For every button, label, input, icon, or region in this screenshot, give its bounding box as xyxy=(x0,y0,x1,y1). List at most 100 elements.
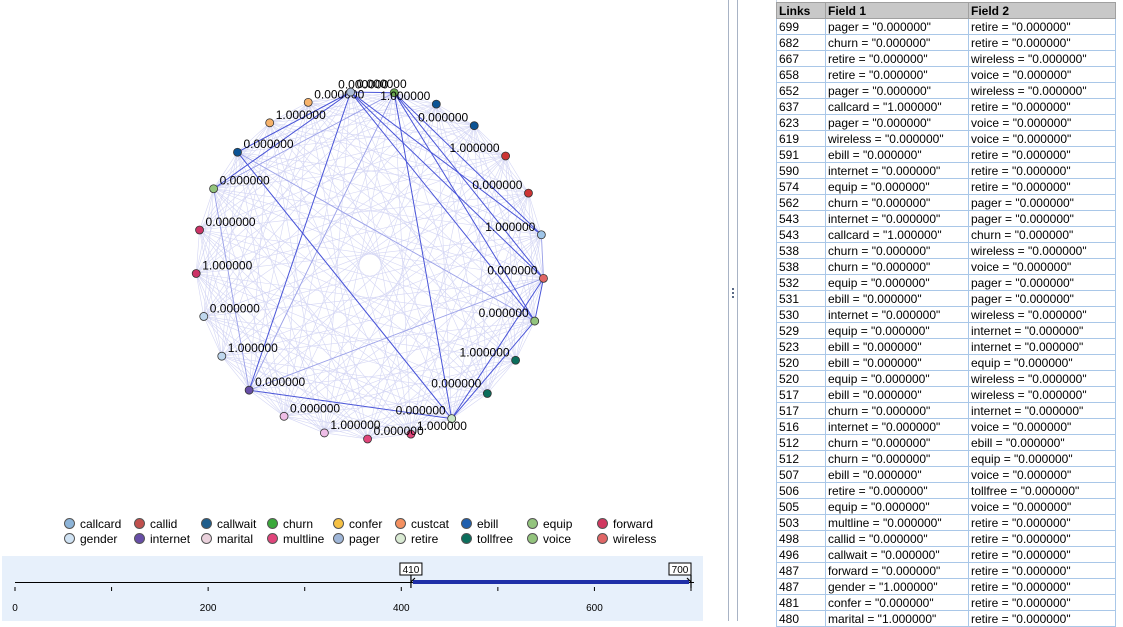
graph-node-marker[interactable] xyxy=(363,434,372,444)
table-row[interactable]: 481 confer = "0.000000" retire = "0.000000… xyxy=(776,594,1116,611)
pane-splitter[interactable] xyxy=(728,0,738,621)
table-row[interactable]: 516 internet = "0.000000" voice = "0.00000… xyxy=(776,418,1116,435)
table-row[interactable]: 532 equip = "0.000000" pager = "0.000000" xyxy=(776,274,1116,291)
graph-node-marker[interactable] xyxy=(244,385,254,395)
graph-node-marker[interactable] xyxy=(265,118,275,128)
table-row[interactable]: 498 callid = "0.000000" retire = "0.000000… xyxy=(776,530,1116,547)
graph-link-weak xyxy=(249,359,516,391)
table-row[interactable]: 517 ebill = "0.000000" wireless = "0.00000… xyxy=(776,386,1116,403)
table-row[interactable]: 531 ebill = "0.000000" pager = "0.000000" xyxy=(776,290,1116,307)
table-row[interactable]: 658 retire = "0.000000" voice = "0.000000" xyxy=(776,66,1116,83)
column-header-field-2[interactable]: Field 2 xyxy=(968,2,1116,19)
table-row[interactable]: 590 internet = "0.000000" retire = "0.0000… xyxy=(776,162,1116,179)
web-graph[interactable]: 0.0000001.0000000.0000001.0000000.000000… xyxy=(0,0,728,512)
table-row[interactable]: 543 callcard = "1.000000" churn = "0.00000… xyxy=(776,226,1116,243)
table-row[interactable]: 512 churn = "0.000000" ebill = "0.000000" xyxy=(776,434,1116,451)
graph-node-marker[interactable] xyxy=(431,99,441,109)
table-row[interactable]: 506 retire = "0.000000" tollfree = "0.0000… xyxy=(776,482,1116,499)
graph-node[interactable]: 1.000000 xyxy=(450,141,511,161)
legend-swatch xyxy=(64,533,75,544)
graph-node-marker[interactable] xyxy=(217,351,227,361)
graph-node-marker[interactable] xyxy=(191,269,201,278)
table-row[interactable]: 480 marital = "1.000000" retire = "0.00000… xyxy=(776,610,1116,627)
graph-node-marker[interactable] xyxy=(511,355,520,365)
cell-field-1: internet = "0.000000" xyxy=(825,306,969,323)
table-row[interactable]: 699 pager = "0.000000" retire = "0.000000" xyxy=(776,18,1116,35)
graph-node-marker[interactable] xyxy=(209,184,219,194)
graph-node[interactable]: 0.000000 xyxy=(431,376,492,398)
table-row[interactable]: 619 wireless = "0.000000" voice = "0.00000… xyxy=(776,130,1116,147)
table-row[interactable]: 574 equip = "0.000000" retire = "0.000000" xyxy=(776,178,1116,195)
table-row[interactable]: 562 churn = "0.000000" pager = "0.000000" xyxy=(776,194,1116,211)
graph-node-marker[interactable] xyxy=(539,273,548,283)
graph-node[interactable]: 0.000000 xyxy=(195,215,256,235)
graph-node[interactable]: 0.000000 xyxy=(346,77,407,97)
table-row[interactable]: 530 internet = "0.000000" wireless = "0.00… xyxy=(776,306,1116,323)
table-row[interactable]: 543 internet = "0.000000" pager = "0.00000… xyxy=(776,210,1116,227)
graph-node[interactable]: 0.000000 xyxy=(472,178,533,198)
table-row[interactable]: 517 churn = "0.000000" internet = "0.00000… xyxy=(776,402,1116,419)
slider-high-handle[interactable]: 700 xyxy=(668,562,692,588)
graph-node-marker[interactable] xyxy=(233,147,242,157)
column-header-field-1[interactable]: Field 1 xyxy=(825,2,969,19)
graph-node[interactable]: 0.000000 xyxy=(418,111,479,131)
graph-node[interactable]: 0.000000 xyxy=(479,306,540,326)
graph-node[interactable]: 0.000000 xyxy=(363,424,424,444)
table-row[interactable]: 487 forward = "0.000000" retire = "0.00000… xyxy=(776,562,1116,579)
table-row[interactable]: 538 churn = "0.000000" wireless = "0.00000… xyxy=(776,242,1116,259)
graph-node[interactable]: 1.000000 xyxy=(380,89,441,109)
graph-node[interactable]: 1.000000 xyxy=(319,418,381,438)
graph-node-marker[interactable] xyxy=(279,411,289,421)
table-row[interactable]: 667 retire = "0.000000" wireless = "0.0000… xyxy=(776,50,1116,67)
table-row[interactable]: 512 churn = "0.000000" equip = "0.000000" xyxy=(776,450,1116,467)
table-row[interactable]: 652 pager = "0.000000" wireless = "0.00000… xyxy=(776,82,1116,99)
graph-node[interactable]: 1.000000 xyxy=(265,108,326,128)
table-row[interactable]: 505 equip = "0.000000" voice = "0.000000" xyxy=(776,498,1116,515)
table-row[interactable]: 623 pager = "0.000000" voice = "0.000000" xyxy=(776,114,1116,131)
graph-link-weak xyxy=(203,316,368,440)
graph-node-marker[interactable] xyxy=(406,429,416,439)
graph-node[interactable]: 0.000000 xyxy=(396,404,457,424)
graph-node-marker[interactable] xyxy=(482,389,492,398)
table-row[interactable]: 529 equip = "0.000000" internet = "0.00000… xyxy=(776,322,1116,339)
column-header-links[interactable]: Links xyxy=(776,2,826,19)
legend-swatch xyxy=(461,533,472,544)
graph-node-marker[interactable] xyxy=(303,97,313,107)
graph-node[interactable]: 0.000000 xyxy=(209,174,270,194)
graph-node[interactable]: 1.000000 xyxy=(406,419,467,439)
graph-node-marker[interactable] xyxy=(469,121,479,131)
table-row[interactable]: 507 ebill = "0.000000" voice = "0.000000" xyxy=(776,466,1116,483)
table-row[interactable]: 538 churn = "0.000000" voice = "0.000000" xyxy=(776,258,1116,275)
graph-node[interactable]: 1.000000 xyxy=(460,345,520,365)
table-row[interactable]: 637 callcard = "1.000000" retire = "0.0000… xyxy=(776,98,1116,115)
table-row[interactable]: 496 callwait = "0.000000" retire = "0.0000… xyxy=(776,546,1116,563)
table-row[interactable]: 503 multline = "0.000000" retire = "0.0000… xyxy=(776,514,1116,531)
slider-low-handle[interactable]: 410 xyxy=(399,562,423,588)
table-row[interactable]: 487 gender = "1.000000" retire = "0.000000… xyxy=(776,578,1116,595)
graph-node[interactable]: 1.000000 xyxy=(485,220,546,240)
table-row[interactable]: 520 equip = "0.000000" wireless = "0.00000… xyxy=(776,370,1116,387)
graph-node-marker[interactable] xyxy=(530,316,540,326)
graph-node[interactable]: 0.000000 xyxy=(199,301,260,321)
graph-node[interactable]: 1.000000 xyxy=(217,341,278,361)
table-row[interactable]: 682 churn = "0.000000" retire = "0.000000" xyxy=(776,34,1116,51)
graph-node[interactable]: 0.000000 xyxy=(233,137,294,157)
graph-node[interactable]: 1.000000 xyxy=(191,258,253,278)
graph-node-marker[interactable] xyxy=(319,428,329,438)
table-row[interactable]: 523 ebill = "0.000000" internet = "0.00000… xyxy=(776,338,1116,355)
graph-node-marker[interactable] xyxy=(524,188,533,198)
table-row[interactable]: 591 ebill = "0.000000" retire = "0.000000" xyxy=(776,146,1116,163)
graph-node-marker[interactable] xyxy=(447,414,457,424)
graph-node[interactable]: 0.000000 xyxy=(279,401,340,421)
graph-node-marker[interactable] xyxy=(195,225,204,235)
graph-node[interactable]: 0.000000 xyxy=(487,263,548,283)
graph-node-marker[interactable] xyxy=(199,312,209,321)
graph-node-marker[interactable] xyxy=(389,88,399,98)
table-row[interactable]: 520 ebill = "0.000000" equip = "0.000000" xyxy=(776,354,1116,371)
cell-links: 637 xyxy=(776,98,826,115)
graph-node-marker[interactable] xyxy=(501,151,511,161)
graph-node[interactable]: 0.000000 xyxy=(244,375,306,395)
graph-link-weak xyxy=(213,188,535,322)
graph-node-marker[interactable] xyxy=(536,230,546,240)
graph-node-marker[interactable] xyxy=(346,87,356,97)
